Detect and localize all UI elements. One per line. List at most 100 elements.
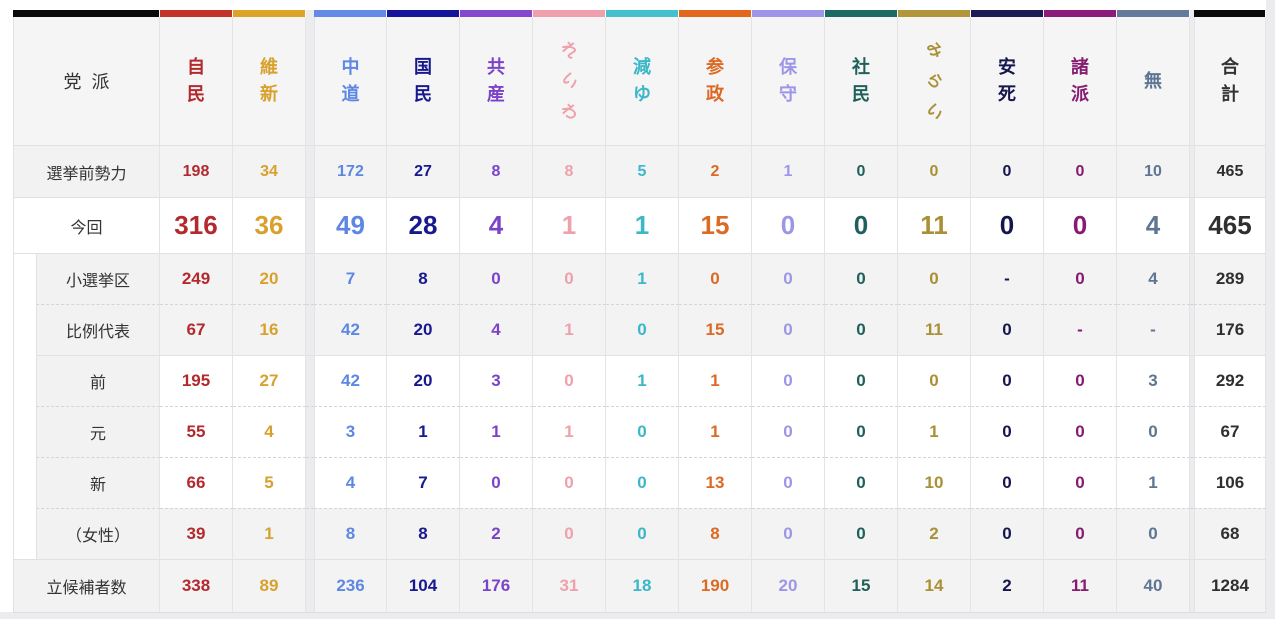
row-label-cell: 小選挙区 [13, 253, 160, 304]
value-cell: 40 [1117, 559, 1190, 612]
column-gap [1190, 145, 1194, 197]
value-cell: 0 [533, 253, 606, 304]
value-cell: 289 [1194, 253, 1266, 304]
value-cell: 1 [233, 508, 306, 559]
value-cell: 1 [1117, 457, 1190, 508]
value-cell: 2 [679, 145, 752, 197]
row-label: 前 [36, 355, 160, 406]
party-header-char: 民 [852, 84, 870, 104]
value-cell: 0 [752, 197, 825, 253]
column-gap [1190, 253, 1194, 304]
party-header-mirai: みらい [898, 17, 971, 145]
value-cell: 236 [314, 559, 387, 612]
value-cell: 0 [1117, 508, 1190, 559]
value-cell: 0 [1044, 508, 1117, 559]
value-cell: 1 [679, 355, 752, 406]
value-cell: 31 [533, 559, 606, 612]
column-gap [1190, 508, 1194, 559]
party-header-anshi: 安死 [971, 17, 1044, 145]
value-cell: 198 [160, 145, 233, 197]
value-cell: 0 [533, 457, 606, 508]
value-cell: 1 [387, 406, 460, 457]
value-cell: 195 [160, 355, 233, 406]
value-cell: 2 [898, 508, 971, 559]
party-color-bar [971, 10, 1044, 17]
party-header-gokei: 合計 [1194, 17, 1266, 145]
value-cell: 3 [314, 406, 387, 457]
party-header-char: ゆ [633, 84, 651, 104]
value-cell: 0 [825, 457, 898, 508]
value-cell: 42 [314, 355, 387, 406]
value-cell: 7 [387, 457, 460, 508]
value-cell: 5 [233, 457, 306, 508]
party-color-bar [752, 10, 825, 17]
value-cell: 66 [160, 457, 233, 508]
value-cell: 0 [898, 145, 971, 197]
value-cell: 0 [679, 253, 752, 304]
value-cell: 0 [971, 145, 1044, 197]
value-cell: 0 [1044, 355, 1117, 406]
value-cell: 11 [898, 304, 971, 355]
party-header-mu: 無 [1117, 17, 1190, 145]
value-cell: 316 [160, 197, 233, 253]
column-gap [1190, 559, 1194, 612]
value-cell: 292 [1194, 355, 1266, 406]
party-color-bar [679, 10, 752, 17]
value-cell: 4 [460, 197, 533, 253]
value-cell: 15 [825, 559, 898, 612]
row-indent [14, 508, 36, 559]
row-label-cell: 比例代表 [13, 304, 160, 355]
column-gap [1190, 457, 1194, 508]
value-cell: 2 [971, 559, 1044, 612]
value-cell: 0 [606, 304, 679, 355]
party-header-ishin: 維新 [233, 17, 306, 145]
value-cell: 1 [460, 406, 533, 457]
value-cell: 10 [898, 457, 971, 508]
value-cell: 68 [1194, 508, 1266, 559]
value-cell: 15 [679, 304, 752, 355]
column-gap [306, 17, 314, 145]
party-header-char: 保 [779, 57, 797, 77]
value-cell: 0 [1044, 253, 1117, 304]
value-cell: 0 [1044, 197, 1117, 253]
party-header-char: 安 [998, 57, 1016, 77]
party-header-char: 諸 [1071, 57, 1089, 77]
value-cell: 0 [606, 508, 679, 559]
party-color-bar [387, 10, 460, 17]
value-cell: 18 [606, 559, 679, 612]
value-cell: 14 [898, 559, 971, 612]
value-cell: 20 [752, 559, 825, 612]
value-cell: 10 [1117, 145, 1190, 197]
party-color-bar [314, 10, 387, 17]
value-cell: 0 [752, 304, 825, 355]
value-cell: 0 [825, 145, 898, 197]
party-header-char: 新 [260, 84, 278, 104]
party-color-bar [1194, 10, 1266, 17]
party-header-char: ら [922, 69, 946, 93]
value-cell: 249 [160, 253, 233, 304]
value-cell: 11 [898, 197, 971, 253]
party-header-char: 減 [633, 57, 651, 77]
party-header-char: 派 [1071, 84, 1089, 104]
row-label-cell: 元 [13, 406, 160, 457]
value-cell: 0 [898, 253, 971, 304]
value-cell: 8 [460, 145, 533, 197]
value-cell: 89 [233, 559, 306, 612]
party-header-char: 死 [998, 84, 1016, 104]
party-header-char: い [557, 69, 581, 93]
value-cell: 42 [314, 304, 387, 355]
value-cell: 2 [460, 508, 533, 559]
value-cell: 36 [233, 197, 306, 253]
value-cell: 0 [971, 197, 1044, 253]
row-label: 今回 [13, 197, 160, 253]
value-cell: 104 [387, 559, 460, 612]
row-label-cell: （女性） [13, 508, 160, 559]
party-header-char: み [922, 38, 946, 62]
value-cell: 0 [825, 253, 898, 304]
page-margin-left [0, 0, 13, 612]
column-gap [306, 10, 314, 17]
value-cell: 0 [971, 304, 1044, 355]
party-header-genyu: 減ゆ [606, 17, 679, 145]
value-cell: 3 [460, 355, 533, 406]
value-cell: - [1117, 304, 1190, 355]
